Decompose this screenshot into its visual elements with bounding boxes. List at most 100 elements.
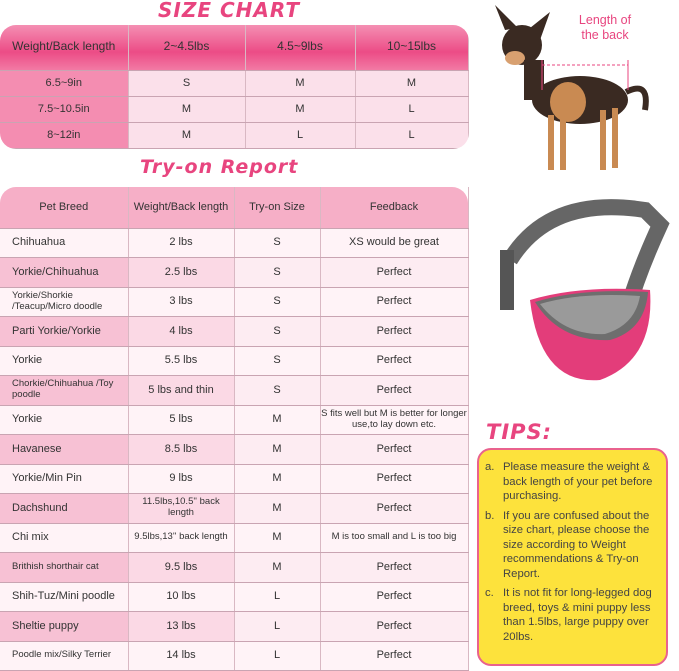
table-cell: L xyxy=(234,611,321,642)
table-row: Yorkie/Shorkie /Teacup/Micro doodle 3 lbs… xyxy=(0,287,469,317)
table-row: Dachshund 11.5lbs,10.5'' back length M Perf… xyxy=(0,493,469,524)
table-cell: Perfect xyxy=(320,287,469,317)
table-cell: Chorkie/Chihuahua /Toy poodle xyxy=(0,375,129,406)
header-cell: 2~4.5lbs xyxy=(128,25,246,71)
table-cell: S xyxy=(234,375,321,406)
table-row: Chi mix 9.5lbs,13'' back length M M is too … xyxy=(0,523,469,553)
table-cell: M xyxy=(128,122,246,149)
table-row: 7.5~10.5in M M L xyxy=(0,96,469,123)
table-cell: M xyxy=(234,464,321,494)
table-cell: 14 lbs xyxy=(128,641,235,671)
table-cell: L xyxy=(234,641,321,671)
table-cell: Perfect xyxy=(320,552,469,583)
table-cell: L xyxy=(355,96,469,123)
table-cell: Perfect xyxy=(320,582,469,612)
table-cell: L xyxy=(355,122,469,149)
table-cell: Chihuahua xyxy=(0,228,129,258)
table-cell: 8~12in xyxy=(0,122,129,149)
try-on-table: Pet Breed Weight/Back length Try-on Size… xyxy=(0,187,469,671)
table-cell: 9.5 lbs xyxy=(128,552,235,583)
table-cell: Yorkie/Shorkie /Teacup/Micro doodle xyxy=(0,287,129,317)
table-cell: M xyxy=(245,70,356,97)
table-cell: Yorkie xyxy=(0,346,129,376)
table-cell: Yorkie xyxy=(0,405,129,435)
table-cell: Perfect xyxy=(320,641,469,671)
tip-text: It is not fit for long-legged dog breed,… xyxy=(503,587,652,643)
table-cell: S xyxy=(234,287,321,317)
table-row: Yorkie/Min Pin 9 lbs M Perfect xyxy=(0,464,469,494)
tip-item: b. If you are confused about the size cha… xyxy=(485,509,658,582)
table-cell: M xyxy=(234,552,321,583)
table-row: 6.5~9in S M M xyxy=(0,70,469,97)
table-cell: 2.5 lbs xyxy=(128,257,235,288)
size-chart-title: SIZE CHART xyxy=(158,0,301,22)
table-cell: 4 lbs xyxy=(128,316,235,347)
table-cell: 3 lbs xyxy=(128,287,235,317)
table-cell: L xyxy=(245,122,356,149)
table-cell: 11.5lbs,10.5'' back length xyxy=(128,493,235,524)
back-length-label: Length of the back xyxy=(578,13,632,42)
table-cell: Havanese xyxy=(0,434,129,465)
table-cell: M xyxy=(234,405,321,435)
table-cell: XS would be great xyxy=(320,228,469,258)
table-cell: Yorkie/Chihuahua xyxy=(0,257,129,288)
table-cell: Sheltie puppy xyxy=(0,611,129,642)
table-cell: Perfect xyxy=(320,257,469,288)
table-cell: Dachshund xyxy=(0,493,129,524)
table-cell: S xyxy=(234,316,321,347)
table-cell: S xyxy=(234,346,321,376)
table-row: Yorkie 5.5 lbs S Perfect xyxy=(0,346,469,376)
table-cell: 9.5lbs,13'' back length xyxy=(128,523,235,553)
table-cell: 13 lbs xyxy=(128,611,235,642)
tip-marker: c. xyxy=(485,587,494,599)
tip-item: c. It is not fit for long-legged dog bree… xyxy=(485,586,658,644)
table-cell: M xyxy=(234,434,321,465)
tips-title: TIPS: xyxy=(486,420,553,444)
table-cell: 6.5~9in xyxy=(0,70,129,97)
table-row: Havanese 8.5 lbs M Perfect xyxy=(0,434,469,465)
table-cell: M xyxy=(128,96,246,123)
table-cell: Perfect xyxy=(320,346,469,376)
header-cell: Feedback xyxy=(320,187,469,229)
table-cell: S xyxy=(128,70,246,97)
table-cell: Parti Yorkie/Yorkie xyxy=(0,316,129,347)
table-cell: Chi mix xyxy=(0,523,129,553)
table-cell: 7.5~10.5in xyxy=(0,96,129,123)
header-cell: Weight/Back length xyxy=(0,25,129,71)
table-cell: Shih-Tuz/Mini poodle xyxy=(0,582,129,612)
table-cell: S xyxy=(234,257,321,288)
table-cell: M xyxy=(245,96,356,123)
tip-text: Please measure the weight & back length … xyxy=(503,461,653,502)
table-cell: M xyxy=(355,70,469,97)
table-row: Brithish shorthair cat 9.5 lbs M Perfect xyxy=(0,552,469,583)
table-row: Yorkie 5 lbs M S fits well but M is better … xyxy=(0,405,469,435)
tip-item: a. Please measure the weight & back lengt… xyxy=(485,460,658,504)
header-cell: Try-on Size xyxy=(234,187,321,229)
dog-illustration xyxy=(495,5,649,170)
table-row: 8~12in M L L xyxy=(0,122,469,149)
table-row: Shih-Tuz/Mini poodle 10 lbs L Perfect xyxy=(0,582,469,612)
size-chart-table: Weight/Back length 2~4.5lbs 4.5~9lbs 10~… xyxy=(0,25,469,149)
table-cell: L xyxy=(234,582,321,612)
table-cell: S xyxy=(234,228,321,258)
table-cell: Poodle mix/Silky Terrier xyxy=(0,641,129,671)
header-cell: 10~15lbs xyxy=(355,25,469,71)
table-cell: M xyxy=(234,523,321,553)
table-header-row: Weight/Back length 2~4.5lbs 4.5~9lbs 10~… xyxy=(0,25,469,71)
table-cell: Perfect xyxy=(320,611,469,642)
sling-bag-illustration xyxy=(500,199,670,381)
table-row: Poodle mix/Silky Terrier 14 lbs L Perfect xyxy=(0,641,469,671)
table-cell: Perfect xyxy=(320,434,469,465)
dog-photo: Length of the back xyxy=(480,0,679,180)
header-cell: Weight/Back length xyxy=(128,187,235,229)
table-cell: Yorkie/Min Pin xyxy=(0,464,129,494)
table-row: Sheltie puppy 13 lbs L Perfect xyxy=(0,611,469,642)
table-cell: 10 lbs xyxy=(128,582,235,612)
table-cell: S fits well but M is better for longer u… xyxy=(320,405,469,435)
try-on-title: Try-on Report xyxy=(140,156,299,178)
table-cell: Perfect xyxy=(320,464,469,494)
table-cell: M xyxy=(234,493,321,524)
sling-bag-photo xyxy=(480,190,679,405)
table-cell: M is too small and L is too big xyxy=(320,523,469,553)
table-cell: 8.5 lbs xyxy=(128,434,235,465)
